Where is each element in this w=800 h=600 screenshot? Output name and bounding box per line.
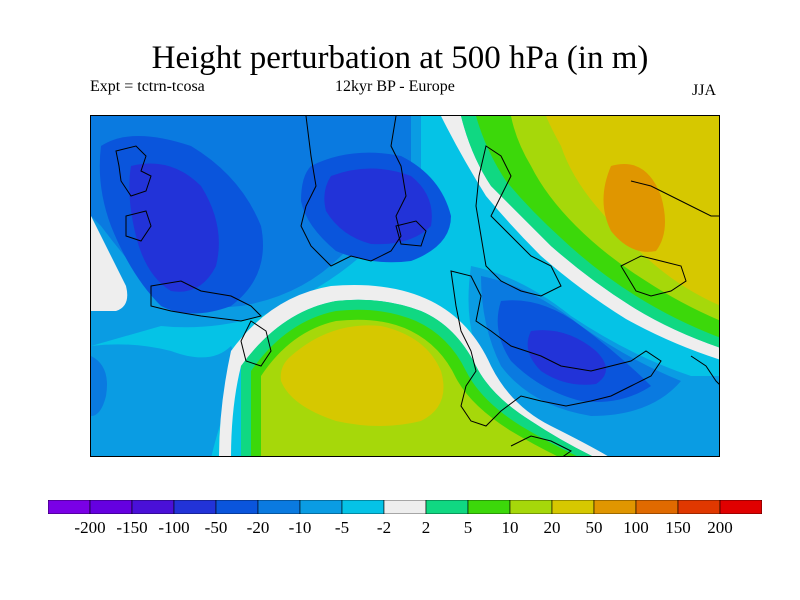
colorbar-tick-label: 2	[421, 518, 431, 537]
colorbar-swatch	[509, 500, 553, 514]
colorbar-swatch	[299, 500, 343, 514]
colorbar-swatch	[131, 500, 175, 514]
colorbar-swatch	[677, 500, 721, 514]
colorbar-swatch	[467, 500, 511, 514]
colorbar-tick-label: 5	[463, 518, 473, 537]
colorbar-tick-label: 100	[623, 518, 649, 537]
colorbar-tick-label: -5	[334, 518, 350, 537]
colorbar-swatch	[89, 500, 133, 514]
colorbar-swatch	[383, 500, 427, 514]
plot-title: Height perturbation at 500 hPa (in m)	[151, 40, 649, 76]
colorbar-swatch	[173, 500, 217, 514]
colorbar-swatch	[719, 500, 762, 514]
colorbar-swatch	[48, 500, 91, 514]
colorbar-swatch	[215, 500, 259, 514]
colorbar-swatch	[635, 500, 679, 514]
coastlines	[115, 116, 719, 456]
colorbar-tick-label: -150	[116, 518, 148, 537]
period-region-label: 12kyr BP - Europe	[335, 78, 455, 95]
colorbar-swatch	[425, 500, 469, 514]
colorbar-swatch	[593, 500, 637, 514]
colorbar-tick-label: -20	[246, 518, 270, 537]
season-label: JJA	[692, 82, 717, 99]
field-pos50-south	[280, 325, 444, 426]
colorbar-tick-label: -50	[204, 518, 228, 537]
field-neg10-south	[91, 356, 107, 416]
experiment-label: Expt = tctrn-tcosa	[90, 78, 205, 95]
field-near-zero-west-edge	[91, 216, 128, 311]
contour-map	[91, 116, 719, 456]
field-neg5-lower-left	[91, 344, 241, 456]
colorbar-tick-label: -10	[288, 518, 312, 537]
colorbar-swatch	[257, 500, 301, 514]
colorbar-tick-label: 200	[707, 518, 733, 537]
colorbar-tick-label: -2	[376, 518, 392, 537]
colorbar-swatch	[341, 500, 385, 514]
field-neg50-east	[527, 330, 606, 385]
colorbar	[48, 500, 762, 514]
colorbar-tick-label: 10	[501, 518, 519, 537]
colorbar-tick-label: -200	[74, 518, 106, 537]
colorbar-tick-label: 150	[665, 518, 691, 537]
colorbar-tick-label: 20	[543, 518, 561, 537]
colorbar-tick-label: -100	[158, 518, 190, 537]
field-neg50-west	[129, 163, 219, 292]
field-near-zero-band-south	[219, 285, 608, 456]
colorbar-swatch	[551, 500, 595, 514]
map-panel	[90, 115, 720, 457]
colorbar-tick-label: 50	[585, 518, 603, 537]
